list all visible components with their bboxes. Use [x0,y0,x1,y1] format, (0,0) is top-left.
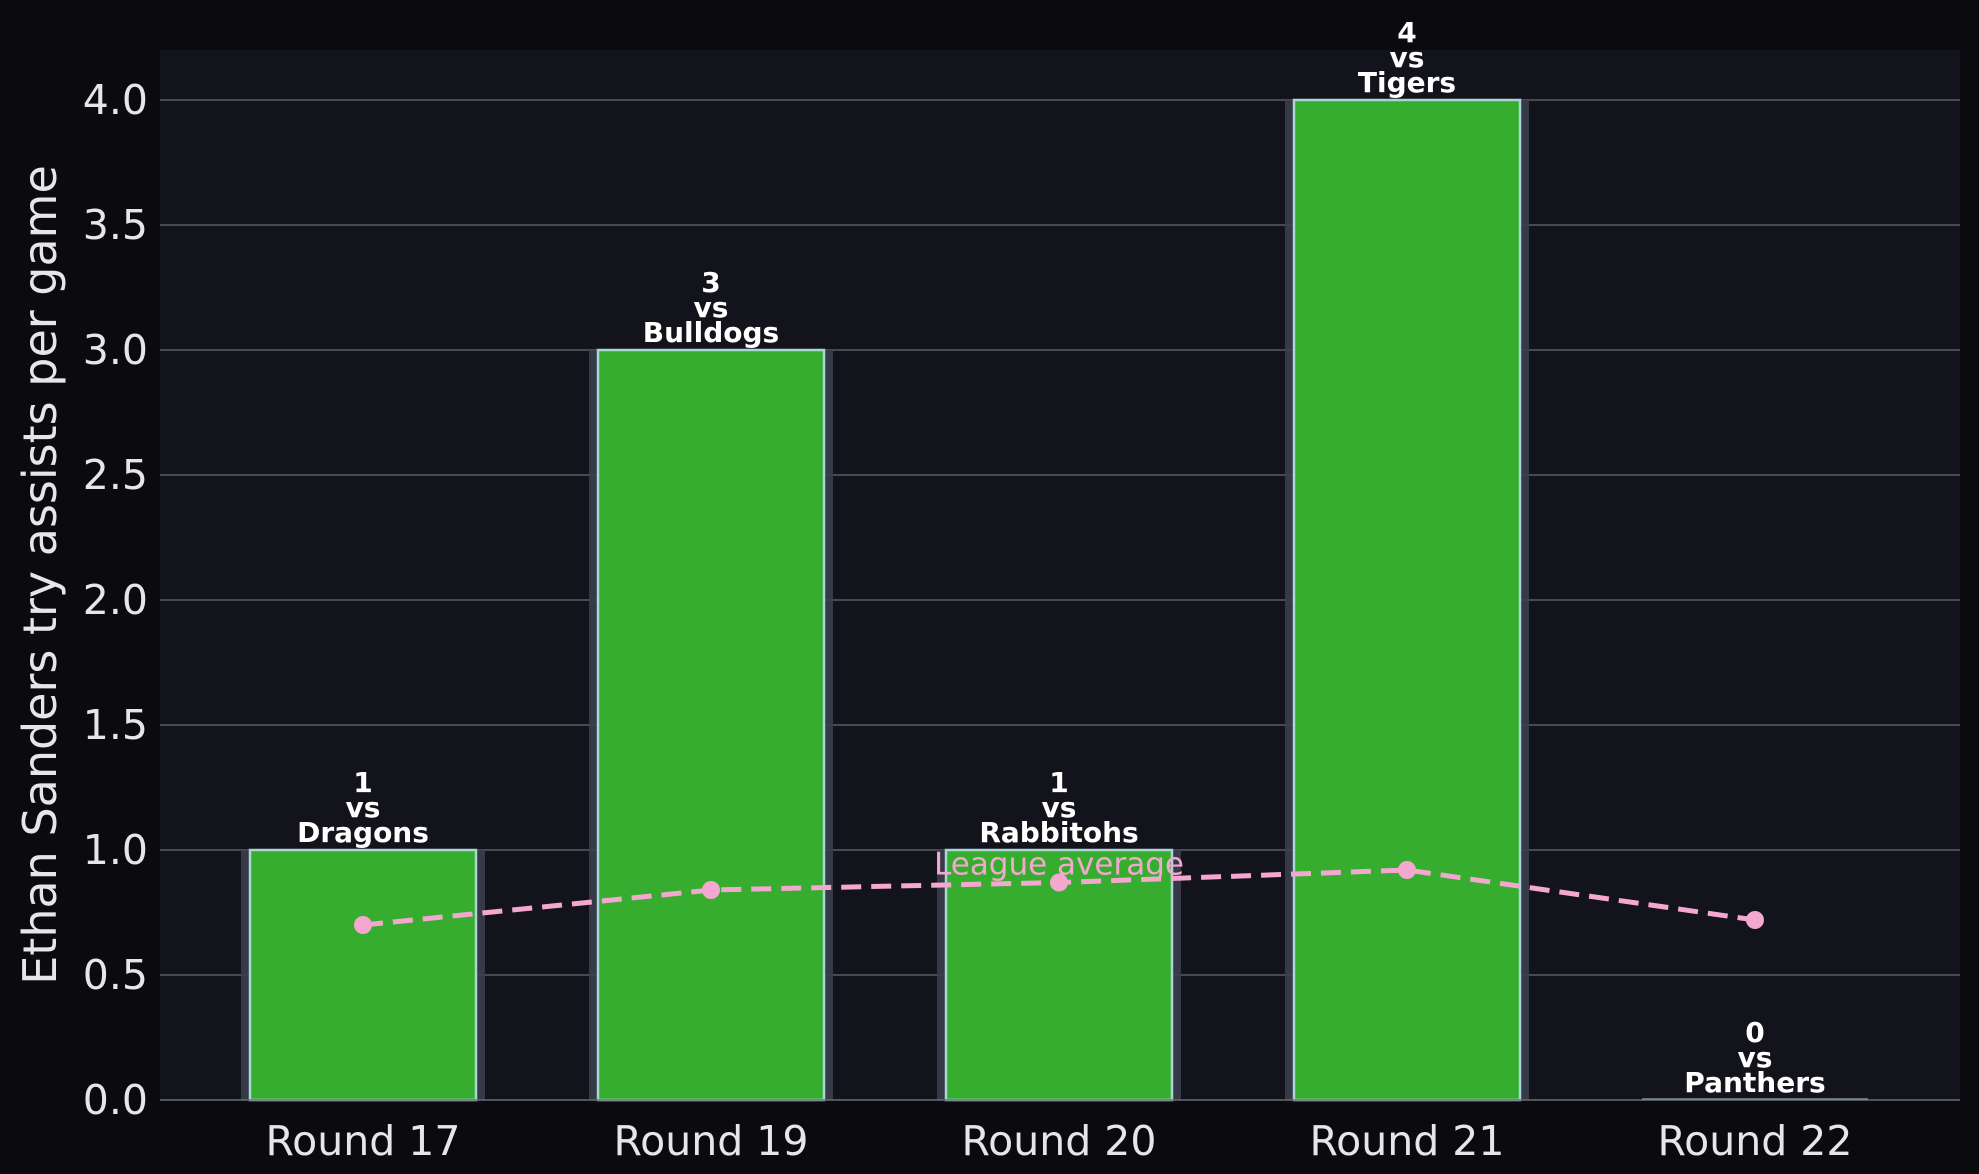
y-tick-label: 3.5 [83,201,148,249]
x-tick-label: Round 22 [1658,1117,1853,1165]
bar-vs-label: vs [346,791,381,824]
bar-vs-label: vs [1042,791,1077,824]
bar-round-19 [596,348,826,1102]
bar-round-21 [1292,98,1522,1102]
x-tick-label: Round 20 [962,1117,1157,1165]
y-axis-label: Ethan Sanders try assists per game [13,165,67,985]
bar-opponent-label: Dragons [297,816,429,849]
bar-vs-label: vs [1738,1041,1773,1074]
bar-value-label: 4 [1397,16,1416,49]
y-tick-label: 2.5 [83,451,148,499]
y-tick-label: 4.0 [83,76,148,124]
bar-vs-label: vs [1390,41,1425,74]
y-tick-label: 2.0 [83,576,148,624]
y-tick-label: 0.0 [83,1076,148,1124]
league-average-point [702,881,720,899]
bar-opponent-label: Tigers [1358,66,1456,99]
bar-opponent-label: Panthers [1684,1066,1825,1099]
grid-lines [160,99,1960,976]
x-axis: Round 17 Round 19 Round 20 Round 21 Round 22 [160,1099,1960,1165]
league-average-point [354,916,372,934]
league-average-point [1746,911,1764,929]
league-average-label: League average [934,847,1184,883]
bar-value-label: 0 [1745,1016,1764,1049]
league-average-point [1398,861,1416,879]
bar-value-label: 1 [353,766,372,799]
bar-value-label: 1 [1049,766,1068,799]
bar-value-label: 3 [701,266,720,299]
league-average-point [1050,873,1068,892]
y-tick-label: 1.0 [83,826,148,874]
bar-round-20 [944,848,1174,1102]
y-tick-label: 1.5 [83,701,148,749]
x-tick-label: Round 17 [266,1117,461,1165]
bars [241,98,1868,1102]
y-tick-label: 0.5 [83,951,148,999]
y-axis: 0.0 0.5 1.0 1.5 2.0 2.5 3.0 3.5 4.0 [83,76,148,1124]
bar-opponent-label: Bulldogs [643,316,779,349]
bar-opponent-label: Rabbitohs [979,816,1138,849]
y-tick-label: 3.0 [83,326,148,374]
bar-round-17 [248,848,478,1102]
bar-vs-label: vs [694,291,729,324]
bar-labels: 1vsDragons3vsBulldogs1vsRabbitohs4vsTige… [297,16,1826,1099]
league-average-series: League average [354,847,1764,934]
x-tick-label: Round 21 [1310,1117,1505,1165]
x-tick-label: Round 19 [614,1117,809,1165]
